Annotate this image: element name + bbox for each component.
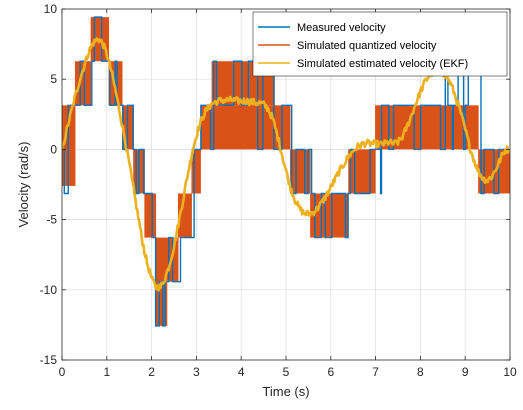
quantized-band (310, 193, 349, 238)
x-tick-label: 1 (103, 365, 110, 379)
y-tick-label: -15 (40, 353, 58, 367)
axis-ticks: 0 1 2 3 4 5 6 7 8 9 10 -15 -10 -5 0 5 10 (40, 2, 517, 379)
y-tick-label: 10 (44, 2, 58, 16)
x-tick-label: 4 (238, 365, 245, 379)
legend-box (252, 11, 508, 77)
legend-label-quantized: Simulated quantized velocity (297, 40, 437, 52)
quantized-band (75, 61, 92, 106)
x-tick-label: 6 (327, 365, 334, 379)
quantized-band (191, 149, 201, 194)
legend-label-measured: Measured velocity (297, 22, 386, 34)
x-tick-label: 3 (193, 365, 200, 379)
series-measured-velocity (63, 16, 509, 327)
x-tick-label: 8 (417, 365, 424, 379)
x-tick-label: 0 (59, 365, 66, 379)
quantized-band (200, 105, 213, 150)
x-axis-title: Time (s) (262, 384, 309, 399)
quantized-band (212, 105, 275, 150)
y-tick-label: -10 (40, 283, 58, 297)
y-tick-label: -5 (46, 213, 57, 227)
x-tick-label: 10 (503, 365, 517, 379)
x-tick-label: 9 (462, 365, 469, 379)
legend: Measured velocity Simulated quantized ve… (252, 11, 508, 77)
measured-velocity-line (63, 16, 509, 327)
y-tick-label: 5 (50, 72, 57, 86)
y-tick-label: 0 (50, 142, 57, 156)
data-layer (62, 16, 510, 327)
x-tick-label: 5 (283, 365, 290, 379)
x-tick-label: 2 (148, 365, 155, 379)
legend-label-ekf: Simulated estimated velocity (EKF) (297, 58, 468, 70)
y-axis-title: Velocity (rad/s) (16, 142, 31, 228)
quantized-band (348, 149, 376, 194)
x-tick-label: 7 (372, 365, 379, 379)
quantized-band (144, 193, 157, 238)
